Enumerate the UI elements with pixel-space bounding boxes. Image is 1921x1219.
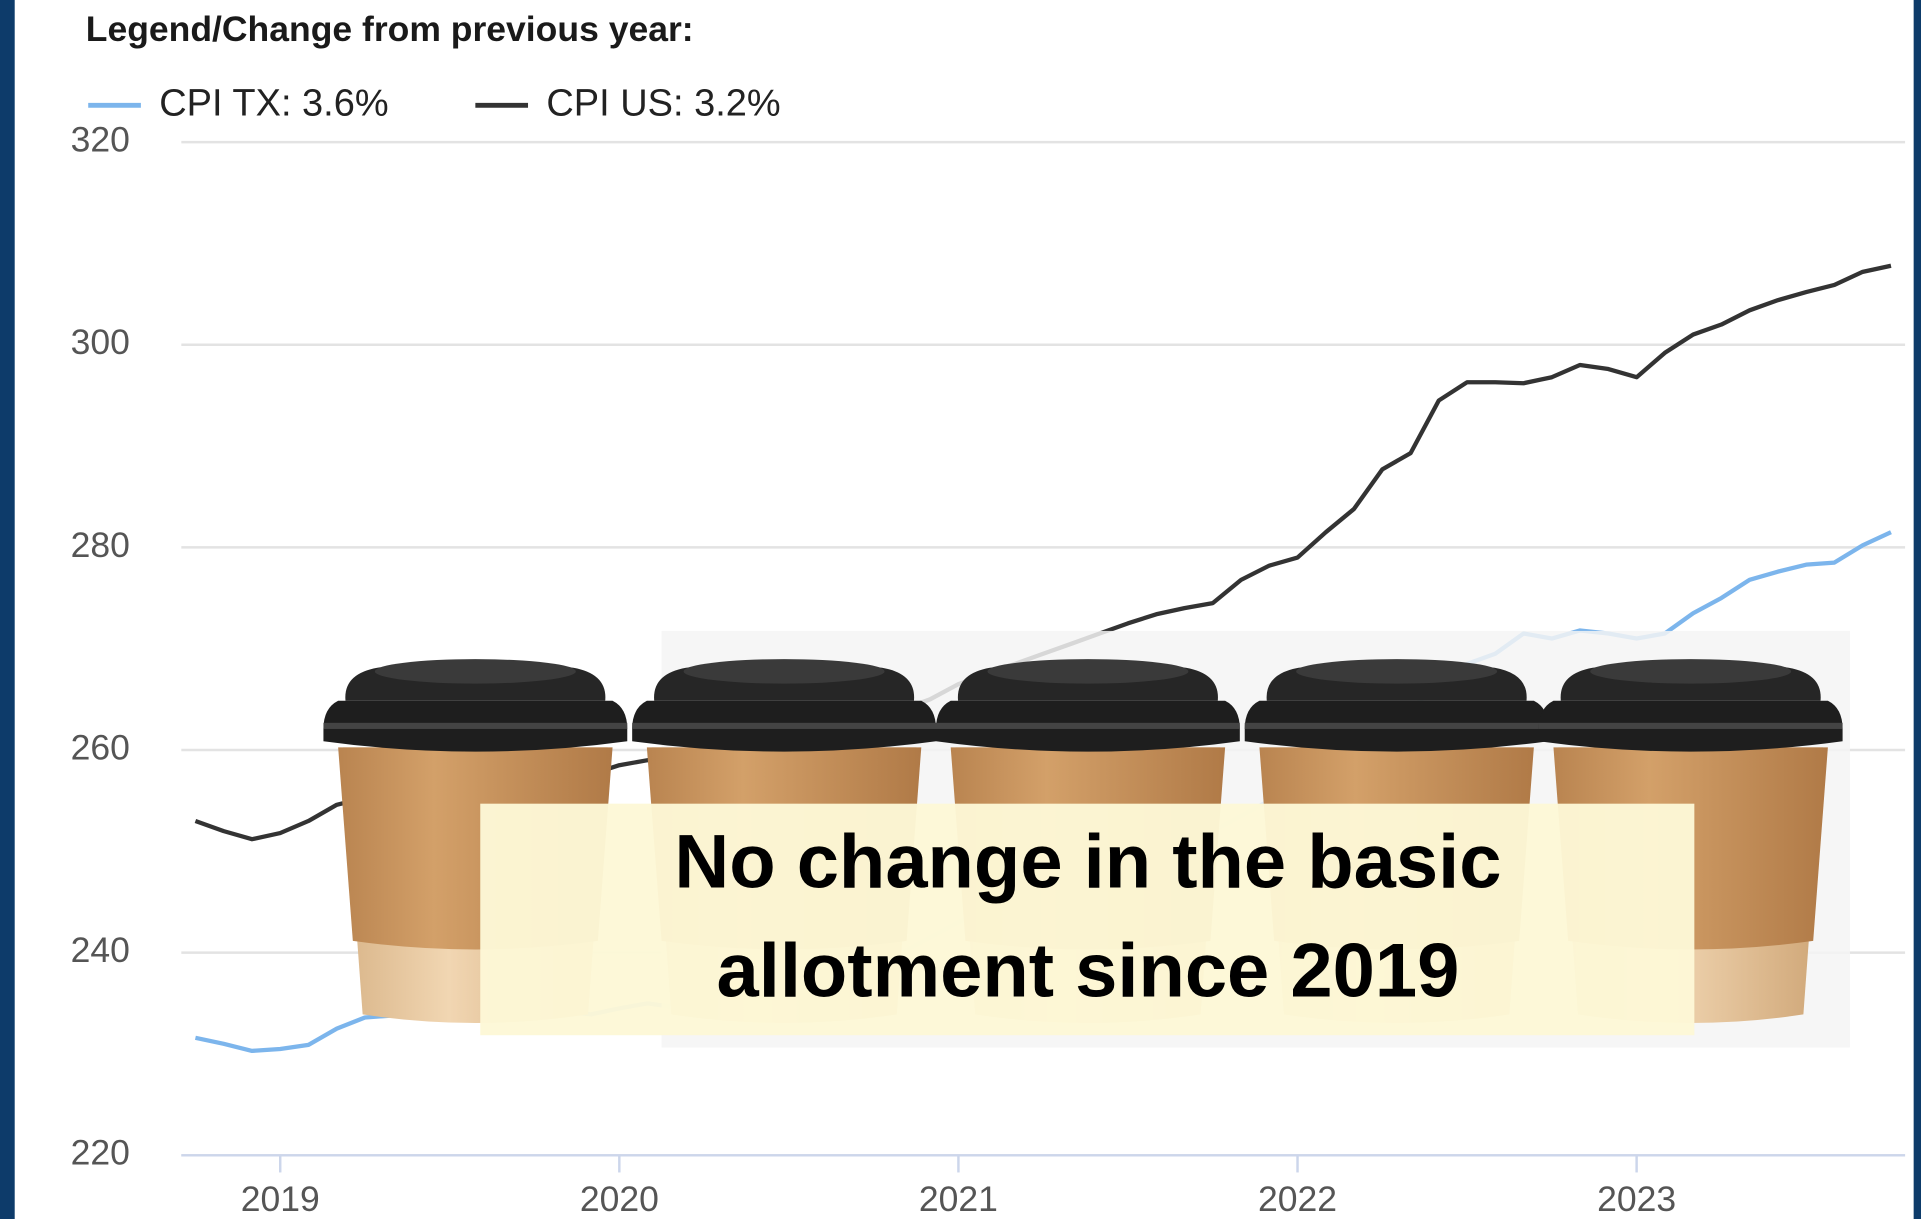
y-tick-label: 280 — [71, 525, 130, 565]
x-tick-label: 2023 — [1597, 1179, 1676, 1219]
grid: 220 240 260 280 300 320 2019 2020 2021 2022 2023 — [71, 120, 1906, 1219]
annotation-text: No change in the basic — [674, 819, 1501, 904]
annotation-text: allotment since 2019 — [716, 928, 1459, 1013]
legend-label: CPI TX: 3.6% — [159, 82, 388, 124]
legend: CPI TX: 3.6% CPI US: 3.2% — [88, 82, 781, 124]
y-tick-label: 260 — [71, 727, 130, 767]
left-border — [0, 0, 15, 1219]
annotation-box — [480, 803, 1695, 1036]
legend-title: Legend/Change from previous year: — [86, 9, 694, 49]
x-tick-label: 2020 — [580, 1179, 659, 1219]
y-tick-label: 220 — [71, 1133, 130, 1173]
x-tick-label: 2022 — [1258, 1179, 1337, 1219]
y-tick-label: 300 — [71, 322, 130, 362]
x-tick-label: 2021 — [919, 1179, 998, 1219]
x-tick-label: 2019 — [241, 1179, 320, 1219]
y-tick-label: 240 — [71, 930, 130, 970]
y-tick-label: 320 — [71, 120, 130, 160]
legend-label: CPI US: 3.2% — [546, 82, 780, 124]
right-border — [1913, 0, 1921, 1219]
